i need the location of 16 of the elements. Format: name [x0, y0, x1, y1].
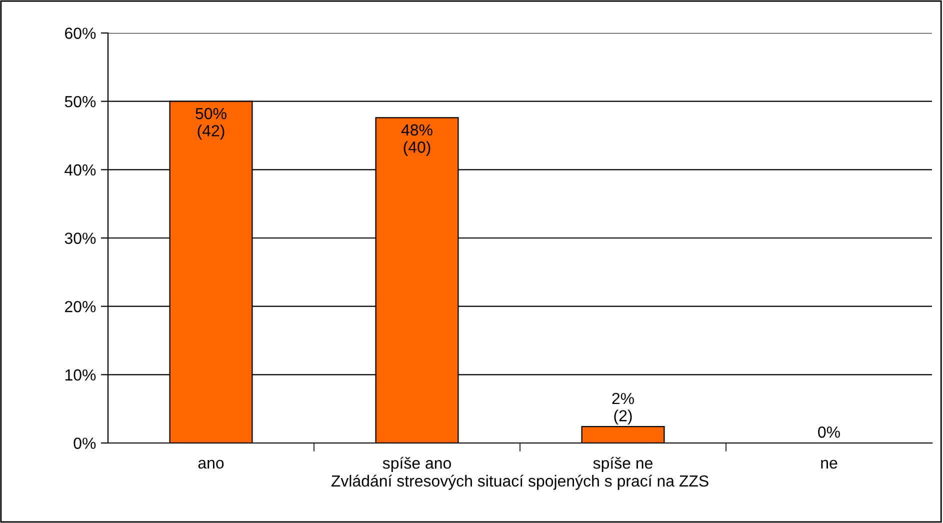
x-tick-label: spíše ano — [382, 456, 451, 472]
x-tick-label: spíše ne — [593, 456, 652, 472]
y-tick-label: 30% — [64, 232, 96, 244]
y-tick-label: 50% — [64, 96, 96, 108]
y-tick-label: 60% — [65, 28, 96, 39]
x-tick-label: ne — [821, 460, 838, 469]
y-tick-label: 40% — [64, 164, 96, 176]
y-tick-label: 10% — [65, 369, 96, 381]
data-label: 0% — [818, 426, 840, 438]
data-label: 50% (42) — [196, 108, 226, 140]
y-tick-label: 0% — [74, 438, 96, 449]
x-tick-label: ano — [198, 460, 224, 469]
x-axis-title: Zvládání stresových situací spojených s prací na ZZS — [331, 474, 708, 490]
data-label: 48% (40) — [401, 124, 432, 156]
y-tick-label: 20% — [65, 300, 96, 312]
data-label: 2% (2) — [612, 392, 634, 425]
